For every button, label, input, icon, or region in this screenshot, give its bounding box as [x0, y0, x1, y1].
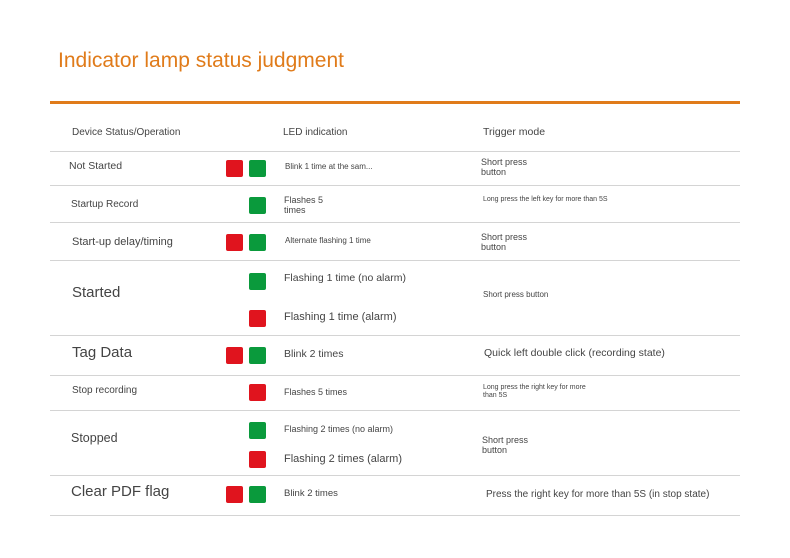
title: Indicator lamp status judgment	[58, 49, 344, 72]
status: Stopped	[71, 431, 118, 445]
green-lamp	[249, 347, 266, 364]
green-lamp	[249, 273, 266, 290]
green-lamp	[249, 197, 266, 214]
green-lamp	[249, 160, 266, 177]
trigger-mode: Short press button	[481, 157, 528, 177]
title-rule	[50, 101, 740, 104]
led-indication: Alternate flashing 1 time	[285, 236, 371, 245]
red-lamp	[226, 347, 243, 364]
row-rule	[50, 375, 740, 376]
trigger-mode: Long press the right key for more than 5…	[483, 384, 586, 399]
trigger-mode: Short press button	[481, 232, 528, 252]
row-rule	[50, 335, 740, 336]
led-indication: Flashing 1 time (alarm)	[284, 311, 397, 323]
red-lamp	[226, 160, 243, 177]
led-indication: Flashes 5 times	[284, 195, 324, 215]
status: Started	[72, 284, 121, 301]
green-lamp	[249, 234, 266, 251]
red-lamp	[249, 451, 266, 468]
led-indication: Flashing 1 time (no alarm)	[284, 272, 406, 284]
led-indication: Blink 1 time at the sam...	[285, 162, 373, 171]
led-indication: Flashing 2 times (alarm)	[284, 453, 402, 465]
column-header: Trigger mode	[483, 126, 546, 138]
status: Clear PDF flag	[71, 483, 170, 500]
green-lamp	[249, 486, 266, 503]
row-rule	[50, 185, 740, 186]
row-rule	[50, 515, 740, 516]
status: Stop recording	[72, 385, 138, 396]
trigger-mode: Short press button	[482, 435, 529, 455]
red-lamp	[249, 310, 266, 327]
trigger-mode: Short press button	[483, 290, 549, 299]
red-lamp	[226, 486, 243, 503]
status: Tag Data	[72, 344, 133, 361]
trigger-mode: Press the right key for more than 5S (in…	[486, 489, 710, 500]
status: Start-up delay/timing	[72, 236, 173, 248]
row-rule	[50, 410, 740, 411]
trigger-mode: Long press the left key for more than 5S	[483, 196, 608, 203]
status: Not Started	[69, 160, 123, 172]
led-indication: Flashing 2 times (no alarm)	[284, 424, 394, 434]
column-header: Device Status/Operation	[72, 127, 181, 138]
row-rule	[50, 475, 740, 476]
red-lamp	[249, 384, 266, 401]
row-rule	[50, 151, 740, 152]
green-lamp	[249, 422, 266, 439]
status: Startup Record	[71, 199, 139, 210]
column-header: LED indication	[283, 127, 348, 138]
led-indication: Blink 2 times	[284, 488, 338, 499]
led-indication: Flashes 5 times	[284, 387, 348, 397]
red-lamp	[226, 234, 243, 251]
row-rule	[50, 260, 740, 261]
led-indication: Blink 2 times	[284, 348, 344, 360]
row-rule	[50, 222, 740, 223]
trigger-mode: Quick left double click (recording state…	[484, 347, 665, 359]
